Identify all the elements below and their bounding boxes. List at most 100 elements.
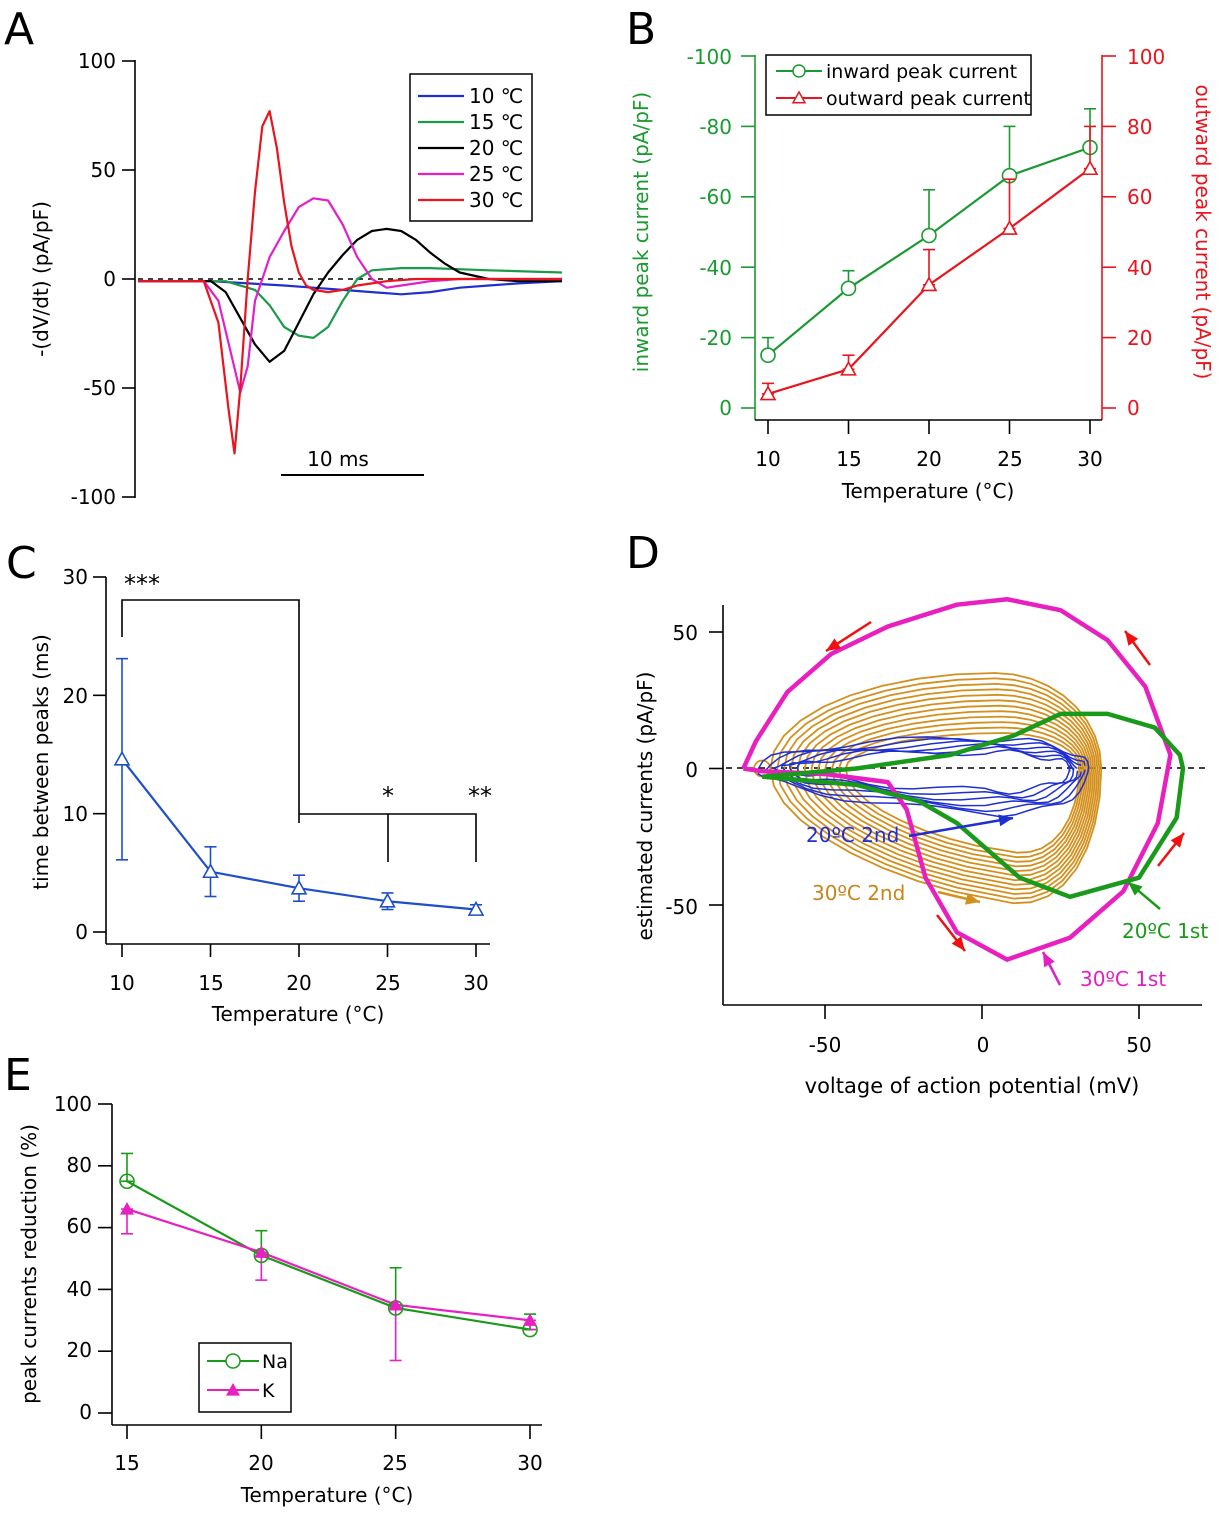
panel-d-plot [741,596,1186,962]
legend-label: 10 ℃ [469,84,523,108]
data-point [254,1245,269,1258]
panel-c: 30 20 10 0 10 15 20 25 30 Temperature (°… [29,565,492,1026]
panel-b-ytick-right: 100 [1127,45,1165,69]
panel-d-arrows [825,620,1185,986]
panel-b-legend-box [765,54,1032,116]
panel-b: -100 -80 -60 -40 -20 0 100 80 60 40 20 0… [629,45,1215,503]
panel-d-ticks [709,631,1140,1019]
trace-3 [138,197,562,394]
direction-arrow-head [1125,631,1139,646]
data-point [113,750,131,766]
panel-a-ytick-label: 100 [78,49,116,73]
panel-e-plot [119,1152,538,1362]
legend-marker [792,64,806,78]
panel-c-plot [113,657,485,916]
panel-e-ytick-label: 40 [67,1277,92,1301]
panel-d-annotation-20c-1st: 20ºC 1st [1122,919,1208,943]
blue-loop [781,742,1079,802]
legend-label: 30 ℃ [469,188,523,212]
panel-b-ytick-left: -60 [699,185,732,209]
data-point [840,360,857,376]
panel-b-xlabel: Temperature (°C) [841,479,1015,503]
series-line [126,1180,531,1331]
panel-b-xtick-label: 20 [916,447,941,471]
panel-label-e: E [4,1050,32,1101]
legend-label: 20 ℃ [469,136,523,160]
panel-e-xtick-label: 30 [517,1451,542,1475]
panel-b-ylabel-right: outward peak current (pA/pF) [1191,85,1215,380]
panel-c-significance-3: ** [468,782,492,810]
orange-loop [817,710,1089,872]
data-point [202,863,219,879]
panel-c-xtick-label: 10 [109,971,134,995]
panel-c-significance-2: * [382,782,394,810]
panel-d-ylabel: estimated currents (pA/pF) [633,672,657,941]
panel-c-ytick-label: 20 [63,684,88,708]
panel-c-bracket-10-20 [121,599,300,823]
panel-b-xtick-label: 15 [836,447,861,471]
panel-a-traces [138,109,563,455]
orange-loop [810,704,1091,877]
panel-b-ytick-right: 40 [1127,256,1152,280]
panel-c-ytick-label: 30 [63,565,88,589]
panel-d: 50 0 -50 -50 0 50 voltage of action pote… [633,596,1208,1098]
legend-marker [225,1353,241,1369]
panel-a-yticks: 100 50 0 -50 -100 [71,49,135,509]
data-point [523,1313,537,1326]
legend-label: inward peak current [826,61,1017,83]
panel-e-xtick-label: 15 [114,1451,139,1475]
panel-e-ylabel: peak currents reduction (%) [17,1124,41,1404]
pointer-30c-2nd-head [964,892,980,905]
panel-c-xtick-label: 15 [198,971,223,995]
data-point [1081,159,1099,176]
blue-loop [797,748,1071,795]
panel-label-b: B [626,4,656,55]
panel-b-xtick-label: 30 [1077,447,1102,471]
panel-e-ytick-label: 80 [67,1153,92,1177]
pointer-20c-2nd-head [998,814,1013,827]
panel-e-xtick-label: 20 [248,1451,273,1475]
panel-b-plot [759,108,1099,401]
legend-marker [791,90,807,104]
panel-e-xtick-label: 25 [382,1451,407,1475]
panel-b-ytick-left: -80 [699,115,732,139]
orange-loop [776,677,1101,900]
panel-b-ytick-right: 80 [1127,115,1152,139]
panel-b-ytick-right: 0 [1127,396,1140,420]
panel-a-ytick-label: -100 [71,485,116,509]
data-point [388,1297,403,1311]
orange-loop [803,699,1093,882]
panel-b-ytick-left: 0 [719,396,732,420]
panel-e: 100 80 60 40 20 0 15 20 25 30 Temperatur… [17,1092,543,1507]
pointer-20c-1st-head [1128,882,1143,896]
panel-e-ytick-label: 0 [79,1400,92,1424]
panel-c-significance-1: *** [124,570,160,598]
loop-20c-1st [762,711,1186,900]
panel-b-ytick-right: 60 [1127,185,1152,209]
panel-a-scale-bar-label: 10 ms [307,447,369,471]
panel-e-ticks [98,1103,531,1439]
data-point [921,227,937,244]
panel-c-ticks [93,576,477,957]
legend-label: Na [262,1351,288,1373]
panel-d-ytick-label: -50 [665,895,698,919]
panel-d-xtick-label: 50 [1126,1033,1151,1057]
data-point [759,385,777,401]
pointer-20c-2nd [908,816,1014,838]
panel-b-xtick-label: 25 [997,447,1022,471]
data-point [120,1202,134,1215]
panel-b-legend: inward peak current outward peak current [776,61,1031,110]
panel-b-ylabel-left: inward peak current (pA/pF) [629,92,653,372]
legend-label: K [262,1380,275,1402]
panel-c-xlabel: Temperature (°C) [211,1002,385,1026]
legend-label: outward peak current [826,88,1031,110]
panel-e-ytick-label: 20 [67,1338,92,1362]
trace-1 [138,267,563,339]
panel-label-a: A [4,4,34,55]
legend-label: 25 ℃ [469,162,523,186]
panel-c-xtick-label: 30 [463,971,488,995]
data-point [1001,219,1018,235]
panel-b-ticks [741,55,1116,434]
panel-d-xtick-label: 0 [977,1033,990,1057]
